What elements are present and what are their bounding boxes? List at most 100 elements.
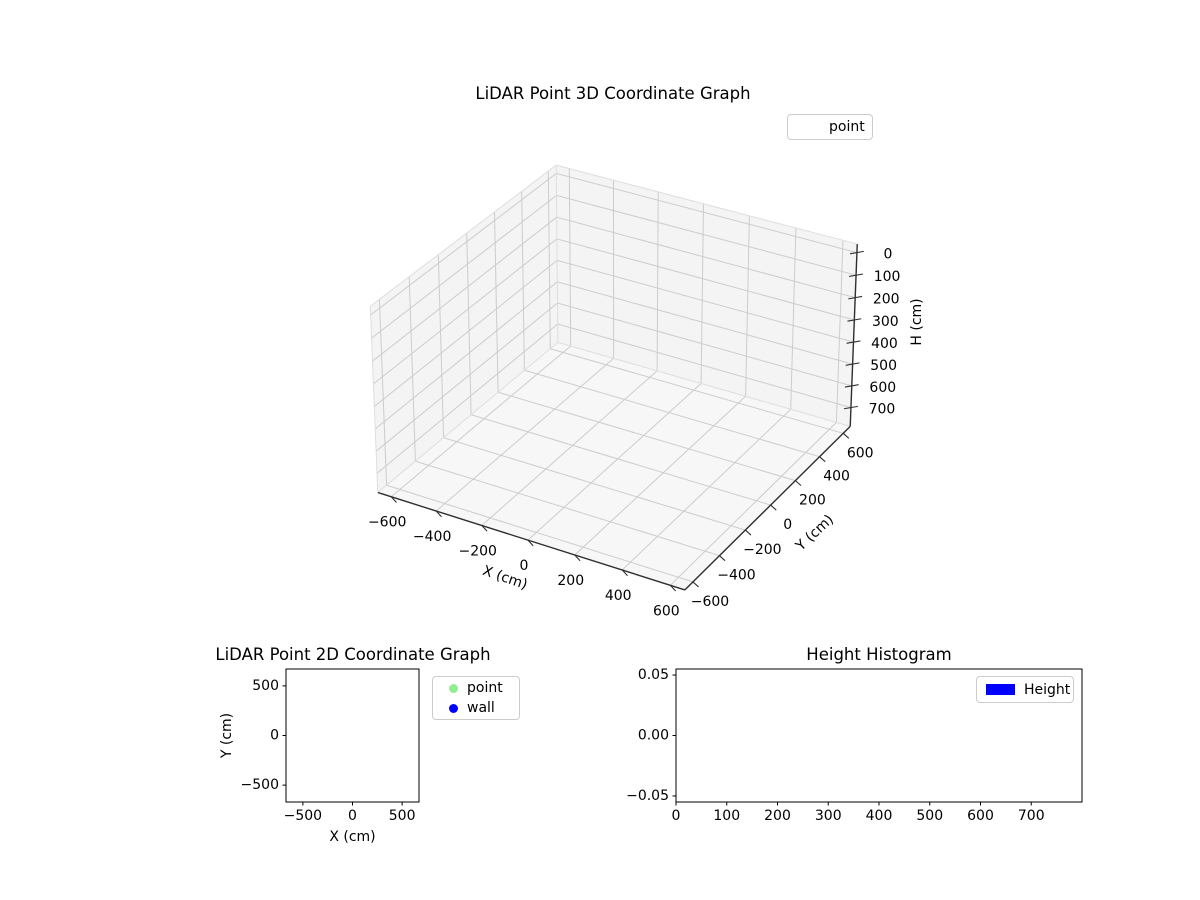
x-tick-label: 500 [916,808,943,824]
right-pane [556,165,858,427]
z-axis-label: H (cm) [909,298,925,345]
y-axis-label: Y (cm) [792,512,837,555]
pane-edge [369,164,557,307]
plot2d-axes: −500 0 500 500 0 −500 X (cm) Y (cm) [219,668,420,845]
z-tick [844,384,859,388]
z-tick-label: 300 [872,314,899,330]
x-tick-label: 200 [764,808,791,824]
plot2d-title: LiDAR Point 2D Coordinate Graph [215,645,491,664]
x-tick [574,554,581,562]
legend-label-wall: wall [467,700,495,716]
z-tick [849,273,864,277]
legend-row-wall: wall [433,698,519,718]
axis-line-group [377,244,858,591]
x-tick-label: 400 [605,588,632,604]
x-tick-label: 400 [866,808,893,824]
legend-label-height: Height [1024,681,1071,698]
left-pane [370,165,558,493]
z-tick [845,362,860,366]
y-tick-label: 200 [799,493,826,509]
y-tick-label: −0.05 [626,788,669,804]
plot3d-title: LiDAR Point 3D Coordinate Graph [475,84,751,103]
y-tick [719,555,726,562]
x-tick-label: 0 [348,808,357,824]
z-tick [843,405,858,410]
x-tick-label: 600 [653,603,680,619]
hist-axes: 0 100 200 300 400 500 600 700 0.05 0.00 −0.05 [626,667,1083,824]
height-swatch-icon [986,684,1015,695]
y-tick [819,456,826,463]
x-tick [390,496,397,503]
plot3d-axes: −600−400−2000200400600−600−400−200020040… [368,164,925,620]
y-tick-label: 600 [847,445,874,461]
axes-frame [285,668,420,803]
z-tick-label: 100 [874,269,901,285]
pane-edge [377,341,559,493]
x-tick-label: −600 [368,515,406,531]
y-tick [770,504,777,511]
pane-edge [556,164,858,245]
point-marker-icon [449,683,458,693]
x-tick [669,584,677,592]
pane-edge [557,341,851,427]
x-tick [621,569,628,577]
z-tick [848,295,863,300]
x-tick-label: −400 [413,529,451,545]
y-tick-label: 500 [252,678,279,694]
x-tick [435,510,442,518]
z-tick [846,340,861,344]
hist-title: Height Histogram [806,645,952,664]
x-tick-label: 100 [713,808,740,824]
y-tick [842,432,850,439]
legend-row-point: point [433,678,519,698]
x-axis-label: X (cm) [329,829,375,845]
floor-pane [377,342,851,590]
x-tick [527,539,534,547]
x-tick-label: 600 [967,808,994,824]
y-tick-label: 0.00 [638,728,669,744]
z-tick [847,318,862,322]
plot3d-legend: point [787,114,873,140]
x-tick-label: 200 [557,573,584,589]
pane-edge [555,165,559,343]
legend-label-point: point [829,119,865,135]
x-tick-label: 700 [1018,808,1045,824]
x-tick-label: −500 [284,808,322,824]
y-tick-label: −400 [717,568,755,584]
z-tick-label: 0 [883,247,892,263]
x-tick-label: 300 [815,808,842,824]
z-tick [849,250,864,255]
x-tick-label: 0 [519,558,528,574]
plot2d-legend: point wall [432,676,520,720]
legend-row-height: Height [977,680,1073,700]
wall-marker-icon [449,703,458,713]
y-tick-label: −200 [743,542,781,558]
x-tick-label: −200 [459,543,497,559]
z-tick-label: 600 [869,380,896,396]
y-axis-line [684,425,851,591]
y-tick-label: 0 [783,517,792,533]
z-tick-label: 500 [870,358,897,374]
legend-label-point: point [467,680,503,696]
blank-marker-icon [796,121,829,133]
z-tick-label: 200 [873,292,900,308]
x-tick-label: 0 [672,808,681,824]
y-tick [795,480,802,487]
y-tick [692,581,699,588]
y-axis-label: Y (cm) [219,713,235,759]
legend-row-point: point [788,117,872,137]
y-tick-label: 0 [270,728,279,744]
pane-group [370,165,858,590]
y-tick-label: 0.05 [638,667,669,683]
y-tick [745,529,752,536]
y-tick-label: −500 [241,777,279,793]
hist-legend: Height [976,676,1074,703]
z-axis-line [849,244,858,427]
x-axis-line [377,491,686,591]
tick-group: −600−400−2000200400600−600−400−200020040… [368,247,900,620]
x-tick-label: 500 [389,808,416,824]
pane-edge [369,306,379,493]
z-tick-label: 400 [871,336,898,352]
